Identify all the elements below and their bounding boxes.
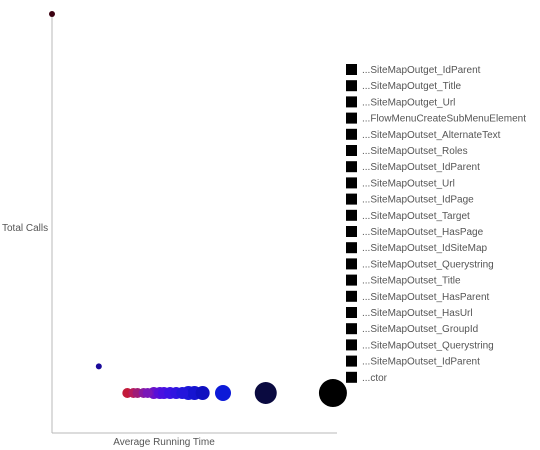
- legend-swatch: [346, 339, 357, 351]
- legend-item-label: ...SiteMapOutset_IdParent: [362, 357, 480, 368]
- data-point[interactable]: [49, 11, 55, 17]
- legend-item-label: ...SiteMapOutget_IdParent: [362, 65, 481, 76]
- legend-swatch: [346, 371, 357, 383]
- legend-item-label: ...SiteMapOutset_HasParent: [362, 292, 490, 303]
- legend-swatch: [346, 177, 357, 189]
- legend-swatch: [346, 307, 357, 318]
- y-axis-label: Total Calls: [2, 223, 48, 234]
- legend-swatch: [346, 112, 357, 124]
- legend-item-label: ...SiteMapOutset_Target: [362, 211, 470, 222]
- data-point[interactable]: [215, 385, 231, 402]
- legend: ...SiteMapOutget_IdParent ...SiteMapOutge…: [346, 64, 526, 384]
- legend-item-label: ...SiteMapOutset_Querystring: [362, 259, 494, 270]
- data-point[interactable]: [254, 382, 277, 405]
- x-axis-label: Average Running Time: [113, 437, 215, 448]
- legend-swatch: [346, 80, 357, 92]
- data-point[interactable]: [195, 386, 210, 401]
- legend-swatch: [346, 161, 357, 173]
- legend-swatch: [346, 193, 357, 205]
- data-point[interactable]: [142, 388, 153, 399]
- legend-swatch: [346, 274, 357, 286]
- data-point[interactable]: [176, 387, 189, 400]
- legend-item-label: ...SiteMapOutset_IdPage: [362, 195, 474, 206]
- legend-item-label: ...SiteMapOutset_AlternateText: [362, 130, 501, 141]
- legend-item-label: ...SiteMapOutset_HasUrl: [362, 308, 473, 319]
- legend-item-label: ...SiteMapOutset_GroupId: [362, 324, 478, 335]
- legend-swatch: [346, 96, 357, 108]
- legend-item-label: ...SiteMapOutset_Title: [362, 276, 461, 287]
- legend-item-label: ...SiteMapOutset_Url: [362, 178, 455, 189]
- legend-item-label: ...SiteMapOutset_HasPage: [362, 227, 484, 238]
- legend-item-label: ...SiteMapOutget_Url: [362, 97, 455, 108]
- legend-item-label: ...SiteMapOutset_Querystring: [362, 340, 494, 351]
- legend-swatch: [346, 323, 357, 335]
- legend-item-label: ...ctor: [362, 373, 388, 384]
- legend-item-label: ...SiteMapOutset_IdParent: [362, 162, 480, 173]
- legend-swatch: [346, 355, 357, 367]
- data-point[interactable]: [318, 379, 347, 408]
- legend-swatch: [346, 145, 357, 156]
- legend-swatch: [346, 258, 357, 270]
- legend-swatch: [346, 226, 357, 237]
- legend-swatch: [346, 128, 357, 140]
- legend-item-label: ...SiteMapOutset_Roles: [362, 146, 468, 157]
- legend-swatch: [346, 242, 357, 254]
- data-point[interactable]: [95, 363, 102, 370]
- legend-swatch: [346, 290, 357, 302]
- legend-item-label: ...SiteMapOutget_Title: [362, 81, 462, 92]
- points-layer: [49, 11, 347, 408]
- legend-item-label: ...FlowMenuCreateSubMenuElement: [362, 114, 526, 125]
- legend-swatch: [346, 209, 357, 221]
- legend-swatch: [346, 64, 357, 75]
- legend-item-label: ...SiteMapOutset_IdSiteMap: [362, 243, 488, 254]
